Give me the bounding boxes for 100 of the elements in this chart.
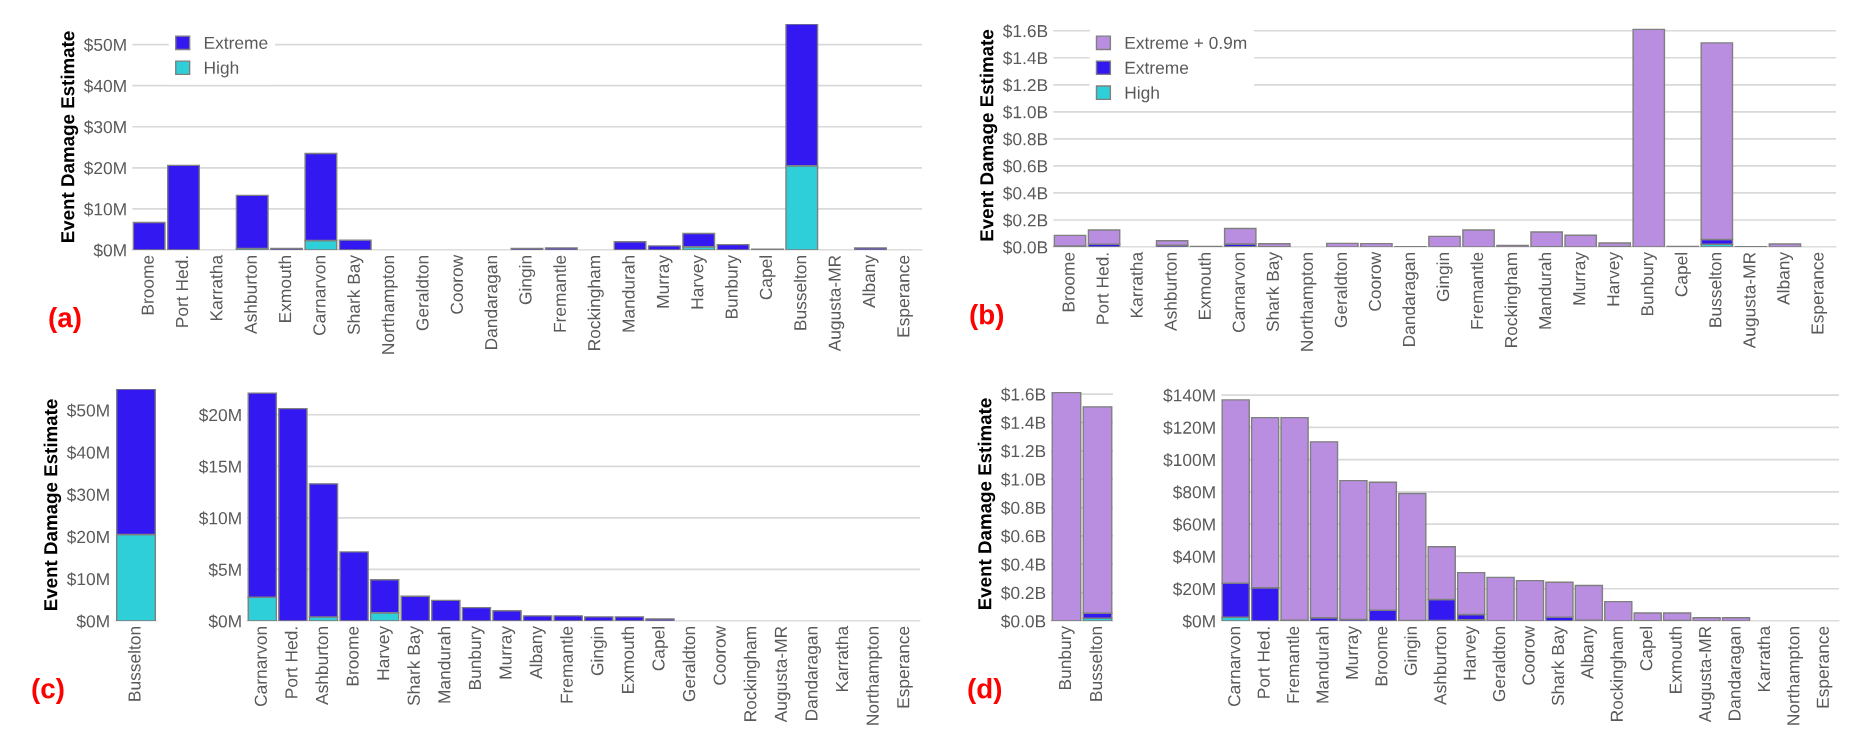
y-tick-label: $50M xyxy=(66,403,109,418)
x-tick-label: Harvey xyxy=(691,254,707,309)
y-tick-label: $100M xyxy=(1163,453,1215,468)
x-tick-label: Exmouth xyxy=(621,626,635,693)
y-tick-label: $1.2B xyxy=(1002,78,1048,93)
y-tick-label: $10M xyxy=(66,572,109,587)
x-tick-label: Carnarvon xyxy=(254,626,267,707)
x-tick-label: Augusta-MR xyxy=(1743,252,1759,349)
x-tick-label: Rockingham xyxy=(743,627,760,721)
x-tick-label: Busselton xyxy=(793,255,807,330)
y-tick-label: $0.4B xyxy=(1002,186,1048,201)
x-tick-label: Esperance xyxy=(1811,252,1828,334)
y-tick-label: $0.6B xyxy=(1000,529,1046,544)
x-tick-label: Geraldton xyxy=(682,626,696,702)
y-tick-label: $1.0B xyxy=(1002,105,1048,120)
y-tick-label: $1.0B xyxy=(1000,472,1046,487)
x-tick-label: Harvey xyxy=(1607,251,1623,306)
x-tick-label: Augusta-MR xyxy=(828,255,845,352)
x-tick-label: Gingin xyxy=(518,255,536,305)
y-tick-label: $140M xyxy=(1163,388,1215,403)
x-tick-label: Rockingham xyxy=(1610,627,1627,721)
x-tick-label: Bunbury xyxy=(1058,625,1075,690)
x-tick-label: Coorow xyxy=(1522,625,1535,685)
y-tick-label: $20M xyxy=(1172,582,1215,597)
x-tick-label: Murray xyxy=(499,625,516,679)
y-tick-label: $1.4B xyxy=(1000,415,1046,430)
x-tick-label: Coorow xyxy=(713,625,726,685)
y-tick-label: $0M xyxy=(1182,614,1215,629)
x-tick-label: Harvey xyxy=(1463,625,1480,680)
x-tick-label: Dandaragan xyxy=(804,626,822,720)
x-tick-label: Carnarvon xyxy=(1232,252,1245,333)
y-tick-label: $0.8B xyxy=(1002,132,1048,147)
legend-label: Extreme + 0.9m xyxy=(1125,36,1247,49)
y-tick-label: $50M xyxy=(83,37,126,53)
legend-label: High xyxy=(204,61,239,78)
y-tick-label: $40M xyxy=(83,79,126,94)
y-axis-title: Event Damage Estimate xyxy=(60,31,79,243)
x-tick-label: Exmouth xyxy=(1198,252,1211,319)
x-tick-label: Augusta-MR xyxy=(1699,626,1715,723)
x-tick-label: Bunbury xyxy=(1640,251,1657,316)
x-tick-label: Northampton xyxy=(1300,252,1317,351)
y-tick-label: $60M xyxy=(1172,517,1215,532)
x-tick-label: Bunbury xyxy=(468,625,485,690)
y-tick-label: $0.6B xyxy=(1002,159,1048,174)
x-tick-label: Capel xyxy=(1639,627,1656,671)
x-tick-label: Murray xyxy=(1573,251,1589,305)
x-tick-label: Esperance xyxy=(897,255,913,337)
y-tick-label: $120M xyxy=(1163,420,1215,435)
y-tick-label: $0.0B xyxy=(1002,240,1048,255)
x-tick-label: Shark Bay xyxy=(1551,625,1568,706)
x-tick-label: Shark Bay xyxy=(407,625,424,706)
x-tick-label: Murray xyxy=(1345,625,1362,679)
text: (b) xyxy=(970,304,1004,330)
x-tick-label: Mandurah xyxy=(621,255,635,332)
y-tick-label: $15M xyxy=(198,459,241,474)
x-tick-label: Port Hed. xyxy=(1257,627,1270,698)
y-tick-label: $40M xyxy=(1172,549,1215,564)
y-tick-label: $10M xyxy=(198,511,241,526)
x-tick-label: Port Hed. xyxy=(284,627,298,698)
x-tick-label: Rockingham xyxy=(587,256,604,350)
x-tick-label: Harvey xyxy=(377,625,393,680)
x-tick-label: Busselton xyxy=(1089,626,1103,701)
x-tick-label: Dandaragan xyxy=(1727,626,1745,720)
x-tick-label: Albany xyxy=(529,625,546,679)
x-tick-label: Broome xyxy=(1375,626,1388,686)
y-tick-label: $20M xyxy=(66,530,109,545)
x-tick-label: Northampton xyxy=(1786,626,1803,725)
text: (d) xyxy=(968,678,1002,704)
legend-label: Extreme xyxy=(1125,61,1189,74)
x-tick-label: Coorow xyxy=(1368,251,1382,311)
x-tick-label: Ashburton xyxy=(315,626,329,705)
text: (a) xyxy=(49,307,81,333)
y-tick-label: $20M xyxy=(198,408,241,423)
y-tick-label: $10M xyxy=(83,202,126,217)
x-tick-label: Busselton xyxy=(1708,252,1722,327)
x-tick-label: Capel xyxy=(1674,253,1691,297)
text: (c) xyxy=(32,678,64,704)
x-tick-label: Dandaragan xyxy=(484,255,501,349)
x-tick-label: Broome xyxy=(346,626,359,686)
x-tick-label: Carnarvon xyxy=(1228,626,1241,707)
x-tick-label: Broome xyxy=(141,255,154,315)
y-tick-label: $30M xyxy=(66,487,109,502)
y-tick-label: $1.6B xyxy=(1002,24,1048,39)
x-tick-label: Dandaragan xyxy=(1402,252,1419,346)
x-tick-label: Fremantle xyxy=(560,626,573,703)
x-tick-label: Ashburton xyxy=(244,255,257,334)
x-tick-label: Ashburton xyxy=(1433,626,1447,705)
x-tick-label: Port Hed. xyxy=(175,256,189,327)
y-tick-label: $20M xyxy=(83,161,126,176)
x-tick-label: Gingin xyxy=(1436,252,1453,302)
x-tick-label: Augusta-MR xyxy=(774,626,791,723)
legend-label: Extreme xyxy=(204,36,268,49)
x-tick-label: Shark Bay xyxy=(1266,251,1283,332)
x-tick-label: Mandurah xyxy=(1538,252,1552,329)
x-tick-label: Fremantle xyxy=(553,255,567,332)
x-tick-label: Karratha xyxy=(209,254,223,321)
x-tick-label: Mandurah xyxy=(1315,626,1329,703)
y-tick-label: $0M xyxy=(76,614,109,629)
x-tick-label: Fremantle xyxy=(1286,626,1300,703)
y-tick-label: $1.2B xyxy=(1000,444,1046,459)
